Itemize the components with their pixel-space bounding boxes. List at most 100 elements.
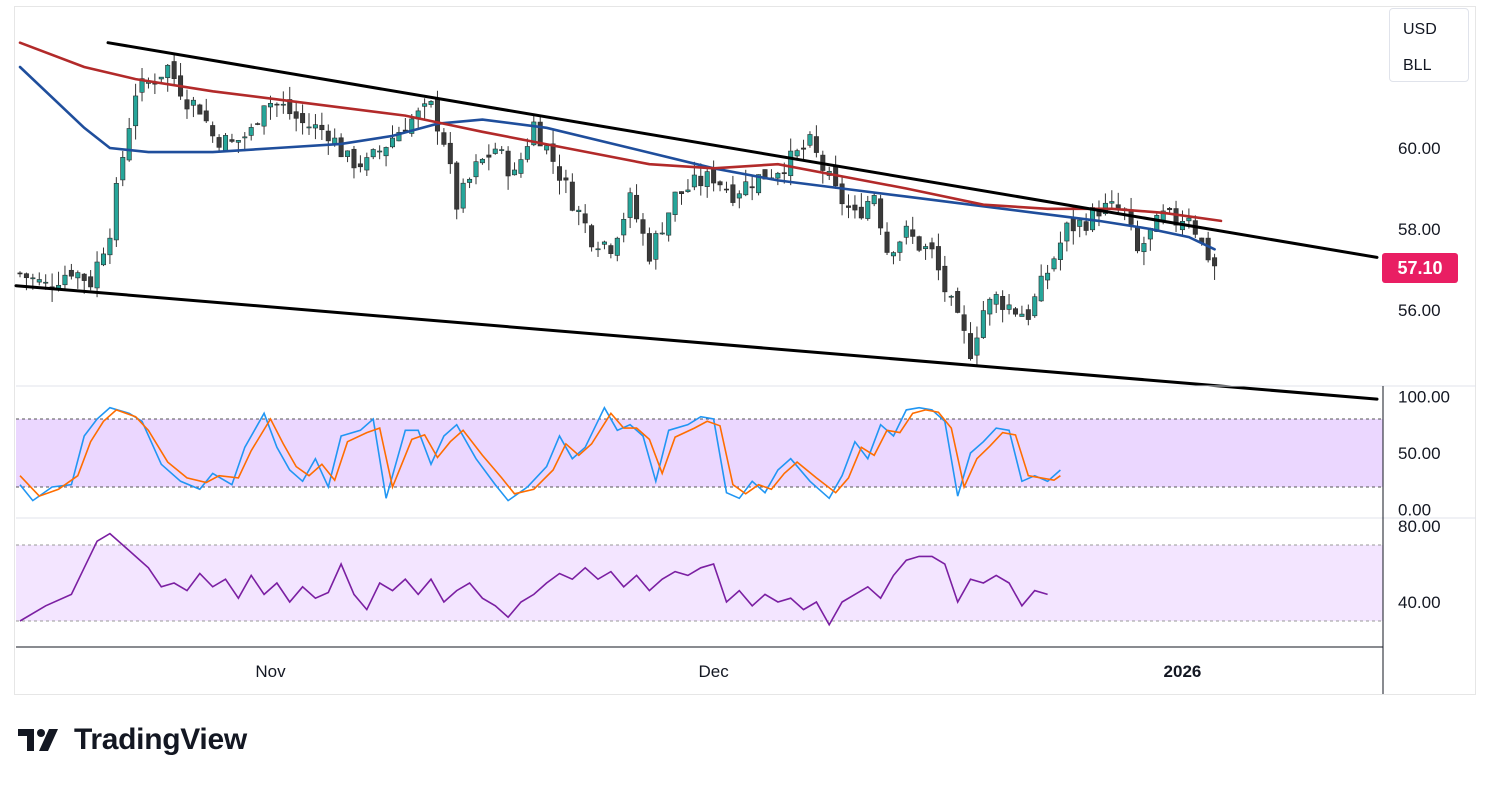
candle-body-up: [30, 277, 36, 280]
time-axis-tick-label: Nov: [255, 662, 286, 681]
candle: [601, 240, 607, 250]
candle-body-down: [563, 177, 569, 181]
candle-body-up: [666, 212, 672, 236]
candle-body-down: [537, 121, 543, 147]
candle-body-down: [81, 273, 87, 281]
candle: [685, 179, 691, 193]
candle: [293, 100, 299, 132]
stochastic-axis-tick-label: 0.00: [1398, 501, 1431, 520]
candle: [1077, 217, 1083, 238]
candle: [139, 68, 145, 102]
candle: [614, 236, 620, 262]
candle-body-up: [242, 136, 248, 139]
brand-name: TradingView: [74, 723, 247, 756]
candle-body-down: [839, 183, 845, 205]
candle-body-up: [865, 200, 871, 219]
candle: [377, 145, 383, 160]
candle-body-up: [113, 183, 119, 241]
candle: [935, 233, 941, 281]
candle: [974, 326, 980, 367]
candle-body-down: [801, 147, 807, 150]
candle-body-up: [377, 150, 383, 153]
candle-body-down: [210, 125, 216, 137]
candle: [813, 125, 819, 158]
candle: [717, 180, 723, 192]
candle-body-up: [1045, 272, 1051, 281]
candle-body-up: [672, 191, 678, 215]
moving-average-slow: [18, 41, 1223, 223]
candle: [955, 287, 961, 314]
candle-body-down: [1167, 208, 1173, 211]
candle-body-up: [1006, 304, 1012, 310]
candle-body-down: [447, 142, 453, 165]
candle-body-down: [197, 104, 203, 115]
candle-body-down: [878, 198, 884, 229]
candle: [126, 117, 132, 162]
candle-body-up: [1064, 222, 1070, 242]
candle-body-down: [845, 205, 851, 208]
symbol-box[interactable]: USD BLL: [1389, 8, 1469, 82]
candle-body-down: [813, 136, 819, 153]
candle: [165, 63, 171, 92]
candle-body-down: [910, 229, 916, 237]
candle: [280, 91, 286, 114]
candle: [942, 255, 948, 302]
candle-body-down: [1135, 226, 1141, 252]
stochastic-k-line: [19, 405, 1061, 502]
candle: [17, 271, 23, 278]
candle: [897, 240, 903, 261]
candle-body-up: [595, 248, 601, 251]
candle-body-up: [1057, 242, 1063, 260]
candle: [749, 176, 755, 201]
candle: [441, 128, 447, 147]
candle-body-down: [434, 98, 440, 132]
candle: [634, 184, 640, 223]
candle: [1083, 213, 1089, 236]
candle-body-down: [319, 124, 325, 131]
candle-body-down: [640, 219, 646, 234]
candle: [704, 166, 710, 198]
candle-body-up: [974, 337, 980, 356]
candle: [589, 223, 595, 252]
candle-body-up: [794, 150, 800, 157]
candle: [473, 154, 479, 185]
candle: [479, 158, 485, 165]
candle: [190, 96, 196, 118]
candle: [486, 144, 492, 171]
candle-body-up: [280, 103, 286, 106]
candle: [672, 191, 678, 222]
candle-body-down: [608, 245, 614, 254]
candle-body-down: [325, 130, 331, 142]
candle-body-up: [788, 150, 794, 177]
candle: [383, 146, 389, 167]
candle-body-up: [1141, 243, 1147, 253]
candle-body-up: [627, 192, 633, 218]
candle: [653, 230, 659, 270]
candle: [1064, 221, 1070, 252]
candle: [467, 177, 473, 189]
brand[interactable]: TradingView: [16, 722, 247, 758]
candle-body-up: [980, 310, 986, 338]
candle-body-up: [736, 193, 742, 199]
candle-body-up: [685, 189, 691, 192]
candle: [569, 173, 575, 212]
currency-label: USD: [1403, 21, 1437, 38]
candle: [858, 193, 864, 220]
candle-body-up: [807, 134, 813, 146]
candle: [788, 138, 794, 186]
candle: [871, 191, 877, 207]
candle-body-up: [223, 135, 229, 152]
candle-body-down: [1083, 221, 1089, 231]
candle: [1000, 290, 1006, 323]
candle-body-down: [589, 225, 595, 248]
candle-body-down: [88, 276, 94, 288]
candle-body-up: [479, 158, 485, 164]
candle: [255, 122, 261, 126]
candle-body-up: [903, 225, 909, 238]
candle-body-up: [621, 218, 627, 236]
candle: [75, 270, 81, 289]
candle-body-up: [428, 101, 434, 105]
candle: [133, 83, 139, 140]
candle: [801, 139, 807, 161]
candle: [319, 112, 325, 140]
